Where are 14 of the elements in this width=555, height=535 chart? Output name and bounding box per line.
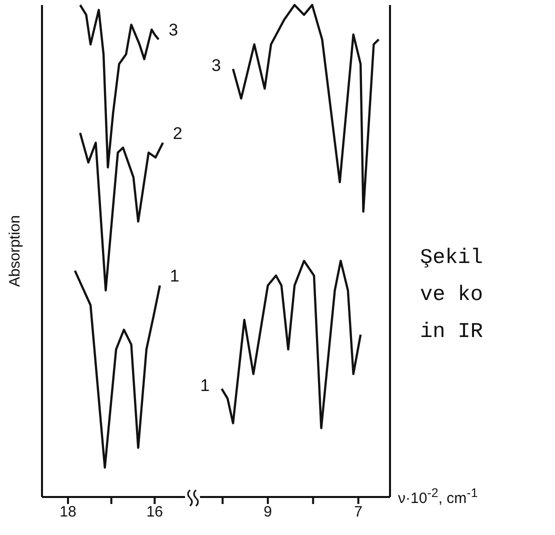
series-label: 3 [212, 56, 222, 75]
text: Şekil [420, 246, 484, 272]
x-tick-label: 7 [354, 504, 363, 521]
series-label: 1 [170, 266, 180, 286]
text: ve ko [420, 283, 484, 309]
x-tick-label: 9 [264, 504, 272, 521]
x-tick-label: 18 [60, 504, 76, 521]
y-axis-title: Absorption [6, 215, 24, 287]
x-tick-label: 16 [146, 504, 164, 521]
series-label: 1 [200, 376, 210, 395]
series-label: 2 [172, 124, 182, 143]
series-label: 3 [168, 20, 178, 40]
text: in IR [420, 320, 484, 346]
x-axis-title: ν·10$^{-2}$, cm$^{-1}$ [398, 486, 478, 507]
